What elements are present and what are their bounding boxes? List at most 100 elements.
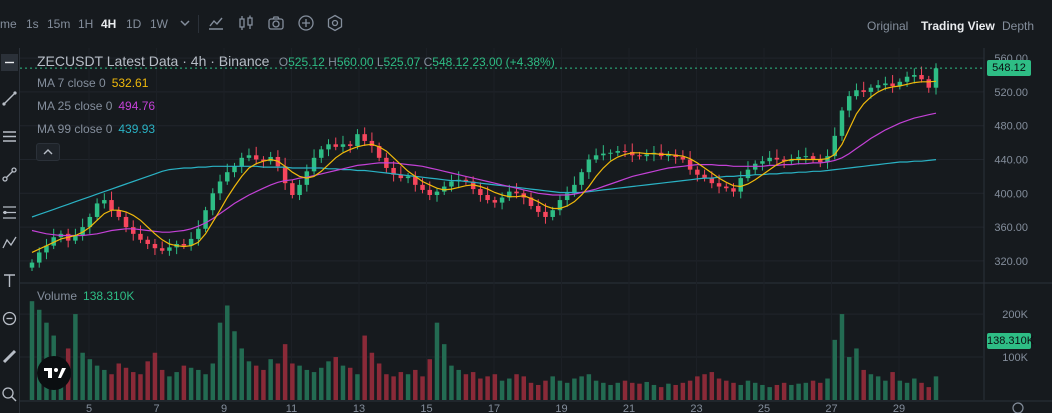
interval-1h[interactable]: 1H: [78, 17, 94, 31]
candle-body: [839, 110, 845, 136]
volume-bar: [109, 374, 114, 400]
interval-1w[interactable]: 1W: [150, 17, 168, 31]
indicator-chart-icon[interactable]: [207, 14, 225, 32]
price-tick-label: 440.00: [994, 155, 1028, 167]
candle-body: [803, 156, 809, 158]
trend-line-icon[interactable]: [1, 90, 18, 107]
volume-bar: [593, 380, 599, 400]
volume-bar: [210, 363, 216, 400]
tradingview-logo-icon: [44, 368, 66, 378]
volume-bar: [499, 380, 505, 400]
ma7-legend[interactable]: MA 7 close 0 532.61: [37, 76, 148, 90]
volume-bar: [159, 369, 165, 400]
volume-bar: [413, 369, 418, 400]
axis-settings-icon[interactable]: [1012, 402, 1024, 413]
volume-bar: [253, 365, 259, 400]
candle-body: [217, 181, 223, 194]
ohlc-readout: O525.12 H560.00 L525.07 C548.12 23.00 (+…: [279, 55, 555, 69]
interval-1s[interactable]: 1s: [26, 17, 39, 31]
volume-label: Volume: [37, 289, 78, 303]
volume-bar: [427, 359, 433, 400]
candle-body: [897, 81, 903, 87]
view-tab-depth[interactable]: Depth: [1002, 19, 1035, 33]
time-tick-label: 13: [353, 403, 365, 413]
volume-bar: [774, 384, 780, 400]
interval-partial[interactable]: me: [0, 17, 17, 31]
volume-bar: [752, 382, 758, 400]
volume-bar: [673, 384, 678, 400]
volume-bar: [355, 374, 360, 400]
view-tab-original[interactable]: Original: [867, 19, 909, 33]
interval-4h[interactable]: 4H: [101, 17, 117, 31]
candle-body: [702, 174, 707, 179]
candle-body: [210, 193, 216, 211]
candle-body: [203, 210, 208, 229]
volume-bar: [232, 331, 237, 400]
toolbar-divider: [198, 15, 199, 33]
volume-bar: [846, 357, 852, 400]
candle-body: [232, 166, 237, 173]
pattern-tool-icon[interactable]: [1, 234, 18, 251]
candle-body: [311, 157, 317, 172]
volume-bar: [861, 369, 866, 400]
candle-body: [637, 155, 642, 157]
candle-body: [774, 157, 780, 160]
volume-bar: [738, 384, 743, 400]
candle-body: [601, 153, 606, 156]
volume-bar: [73, 314, 78, 400]
cursor-tool-icon[interactable]: [1, 54, 18, 71]
fibonacci-icon[interactable]: [1, 204, 18, 221]
settings-gear-icon[interactable]: [326, 14, 344, 32]
candle-body: [890, 83, 895, 87]
volume-bar: [666, 383, 671, 400]
camera-icon[interactable]: [267, 14, 285, 32]
volume-bar: [637, 383, 642, 400]
candle-body: [572, 184, 577, 194]
candle-body: [593, 155, 599, 160]
volume-tick-label: 100K: [1002, 352, 1028, 364]
volume-bar: [456, 369, 461, 400]
interval-15m[interactable]: 15m: [47, 17, 71, 31]
volume-bar: [405, 374, 411, 400]
ma25-legend[interactable]: MA 25 close 0 494.76: [37, 99, 155, 113]
candlestick-icon[interactable]: [237, 14, 255, 32]
volume-bar: [362, 335, 367, 400]
candle-body: [912, 75, 917, 77]
candle-body: [326, 144, 331, 150]
magnifier-icon[interactable]: [1, 386, 18, 403]
candle-body: [131, 227, 136, 234]
candle-body: [680, 156, 686, 160]
chevron-down-icon[interactable]: [176, 14, 194, 32]
candle-body: [340, 144, 346, 147]
volume-legend[interactable]: Volume 138.310K: [37, 289, 134, 303]
volume-bar: [80, 352, 85, 400]
horizontal-lines-icon[interactable]: [1, 128, 18, 145]
volume-bar: [434, 322, 440, 400]
volume-bar: [651, 384, 657, 400]
add-circle-icon[interactable]: [297, 14, 315, 32]
text-tool-icon[interactable]: [1, 272, 18, 289]
candle-body: [687, 159, 693, 170]
volume-bar: [630, 382, 635, 400]
volume-bar: [687, 380, 693, 400]
tradingview-logo: [37, 356, 71, 390]
collapse-legend-button[interactable]: [36, 143, 60, 161]
candle-body: [868, 87, 874, 92]
candle-body: [499, 197, 505, 203]
volume-bar: [579, 376, 584, 400]
interval-1d[interactable]: 1D: [126, 17, 142, 31]
candle-body: [181, 243, 187, 246]
candle-body: [861, 90, 866, 92]
time-tick-label: 15: [420, 403, 432, 413]
volume-bar: [781, 382, 787, 400]
ma99-line: [31, 159, 937, 218]
ruler-icon[interactable]: [1, 348, 18, 365]
view-tab-trading-view[interactable]: Trading View: [921, 19, 995, 33]
volume-bar: [181, 365, 187, 400]
node-path-icon[interactable]: [1, 166, 18, 183]
volume-bar: [839, 314, 845, 400]
zoom-tool-icon[interactable]: [1, 310, 18, 327]
ma99-legend[interactable]: MA 99 close 0 439.93: [37, 122, 155, 136]
volume-bar: [398, 372, 404, 400]
